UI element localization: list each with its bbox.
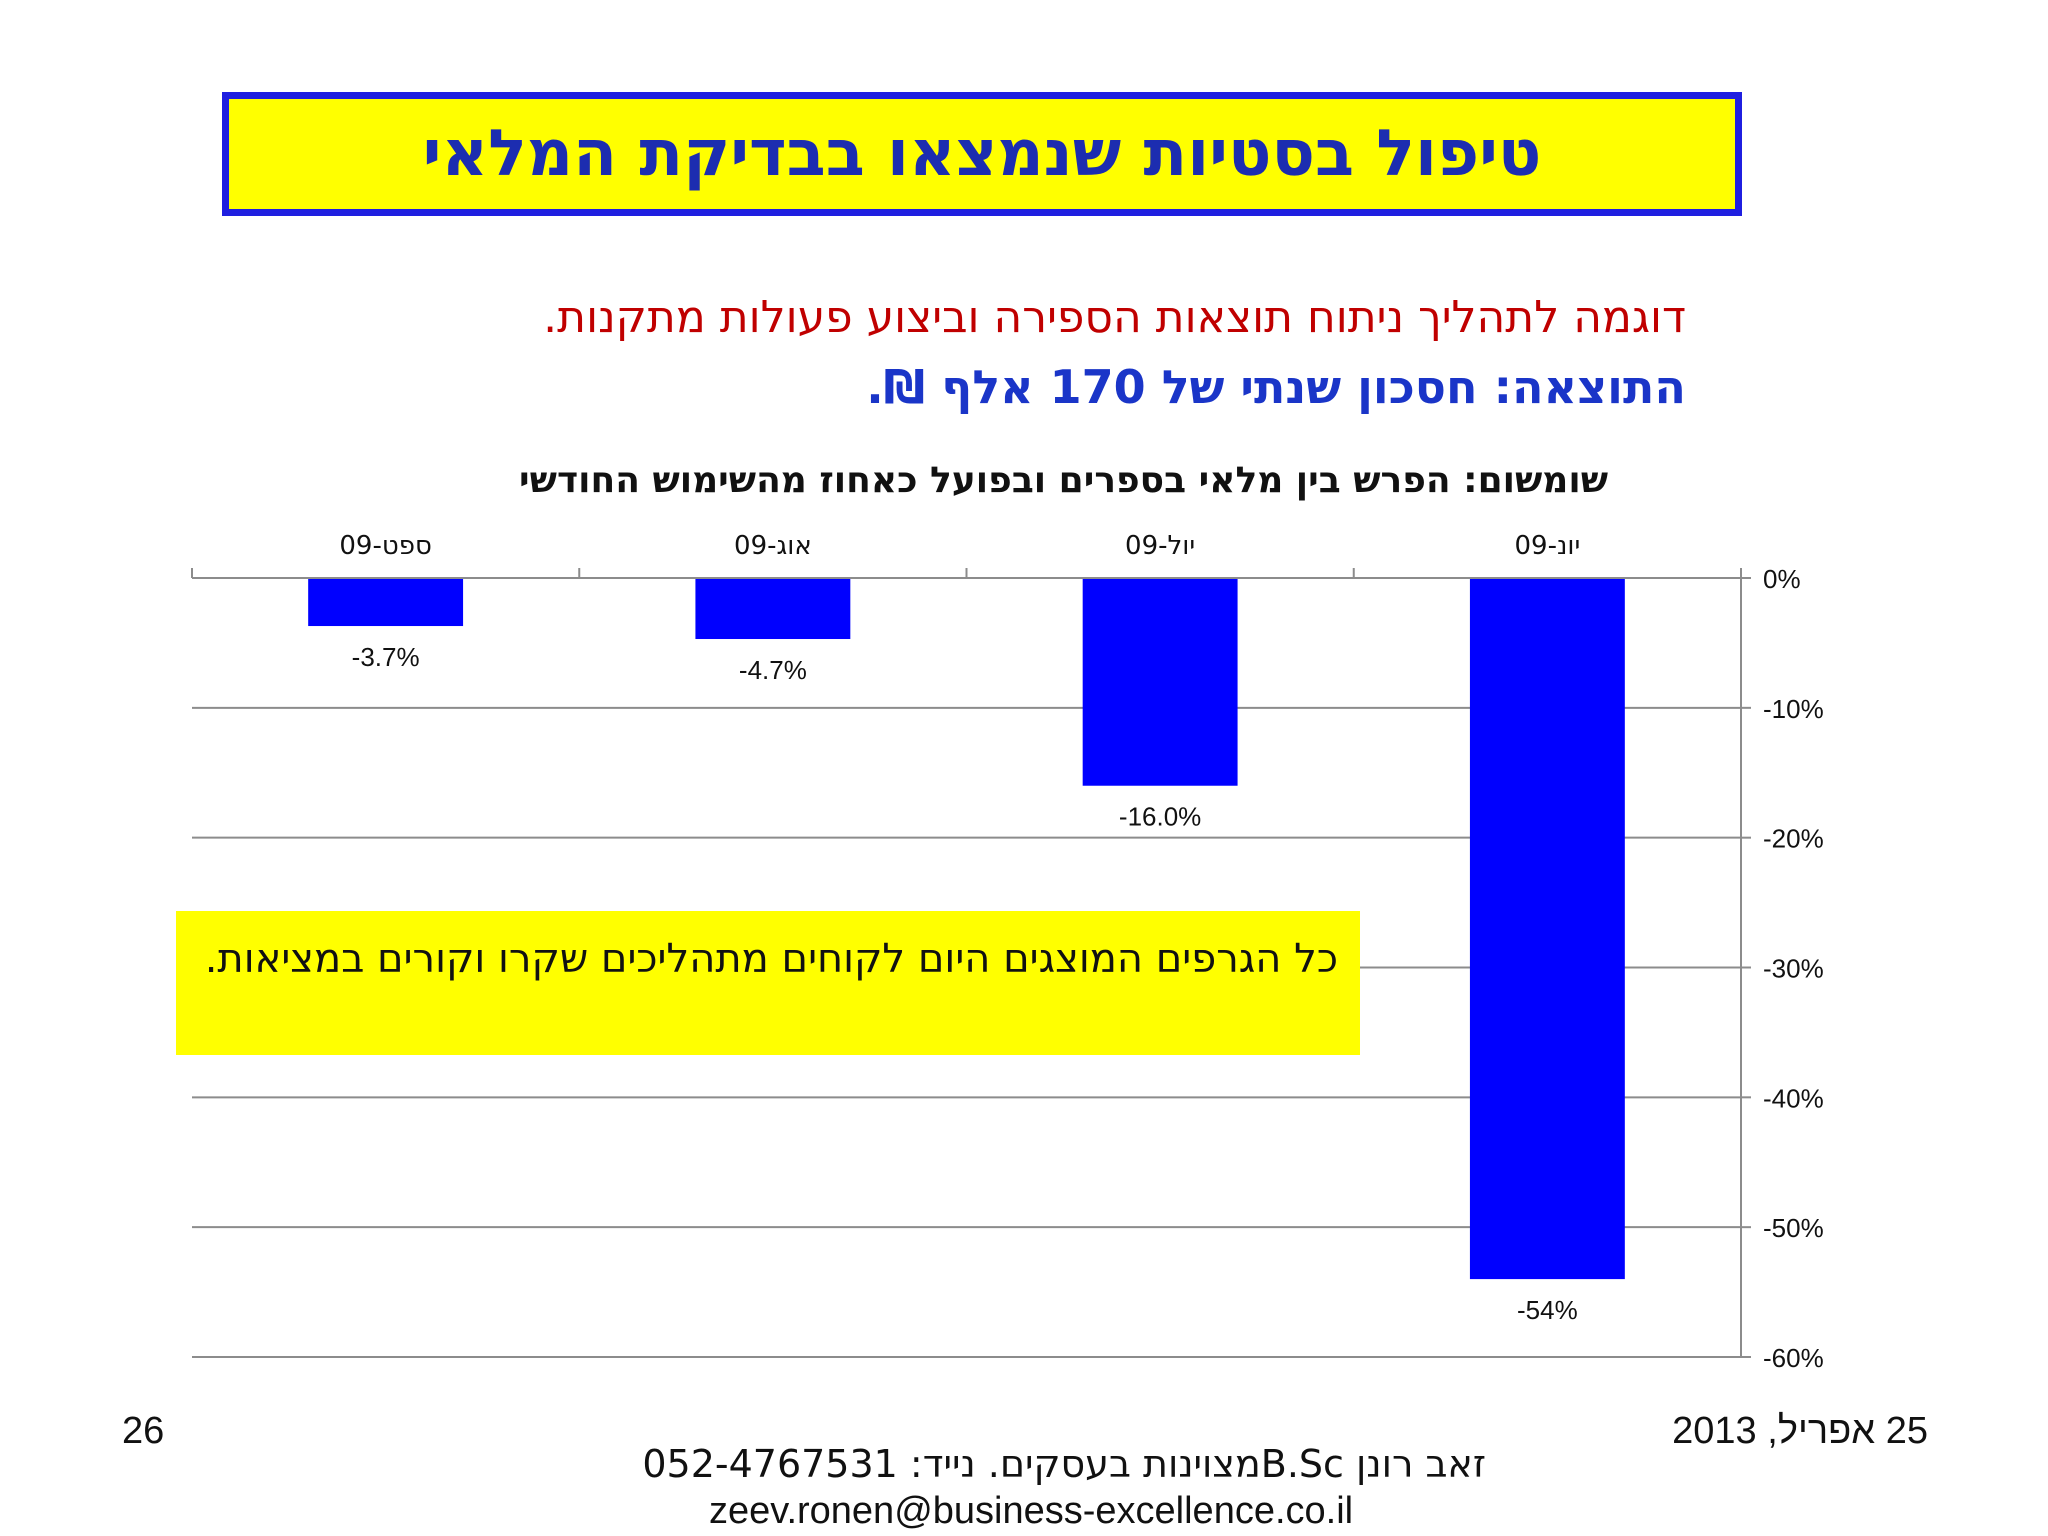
category-label: ספט-09: [339, 531, 431, 561]
bars: [308, 578, 1625, 1280]
category-label: אוג-09: [734, 531, 812, 561]
footer-author-line: זאב רונן B.Scמצוינות בעסקים. נייד: 052-4…: [642, 1442, 1486, 1486]
data-labels: יונ-09 -54% יול-09 -16.0% אוג-09 -4.7% ספט-09 -…: [339, 531, 1580, 1325]
bar: [308, 578, 464, 627]
category-label: יונ-09: [1514, 531, 1580, 561]
slide-title: טיפול בסטיות שנמצאו בבדיקת המלאי: [422, 117, 1542, 191]
bar: [695, 578, 851, 640]
title-box: טיפול בסטיות שנמצאו בבדיקת המלאי: [222, 92, 1742, 216]
chart-title: שומשום: הפרש בין מלאי בספרים ובפועל כאחו…: [519, 460, 1608, 501]
bar: [1082, 578, 1238, 786]
y-tick-label: -60%: [1763, 1343, 1824, 1373]
note-text: כל הגרפים המוצגים היום לקוחים מתהליכים ש…: [204, 936, 1338, 982]
data-label: -16.0%: [1119, 802, 1201, 832]
y-tick-label: -30%: [1763, 954, 1824, 984]
footer-email: zeev.ronen@business-excellence.co.il: [709, 1490, 1354, 1532]
data-label: -54%: [1517, 1295, 1578, 1325]
y-tick-label: -20%: [1763, 824, 1824, 854]
y-tick-label: -50%: [1763, 1213, 1824, 1243]
footer-date: 25 אפריל, 2013: [1672, 1410, 1928, 1452]
y-tick-label: -40%: [1763, 1083, 1824, 1113]
page-number: 26: [122, 1410, 165, 1452]
y-tick-label: -10%: [1763, 694, 1824, 724]
axes: 0% -10% -20% -30% -40% -50% -60%: [191, 564, 1824, 1373]
data-label: -3.7%: [352, 642, 420, 672]
bar: [1469, 578, 1625, 1280]
data-label: -4.7%: [739, 655, 807, 685]
y-tick-label: 0%: [1763, 564, 1801, 594]
category-label: יול-09: [1125, 531, 1195, 561]
intro-line-2: התוצאה: חסכון שנתי של 170 אלף ₪.: [866, 360, 1686, 414]
intro-line-1: דוגמה לתהליך ניתוח תוצאות הספירה וביצוע …: [543, 292, 1686, 343]
note-box: כל הגרפים המוצגים היום לקוחים מתהליכים ש…: [176, 911, 1360, 1055]
